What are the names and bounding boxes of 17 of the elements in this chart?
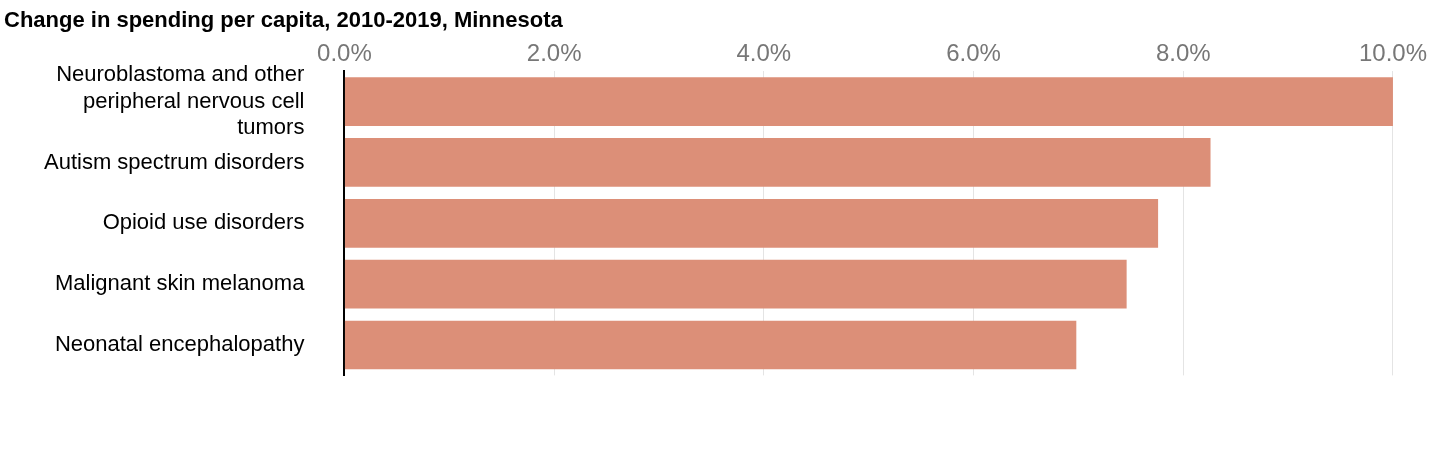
- chart-title: Change in spending per capita, 2010-2019, Minnesota: [4, 7, 564, 33]
- x-tick-label: 8.0%: [1155, 39, 1211, 67]
- bar: [344, 259, 1127, 309]
- y-tick-label: Malignant skin melanoma: [54, 270, 306, 296]
- x-tick-label: 2.0%: [526, 39, 582, 67]
- bar: [344, 320, 1077, 370]
- y-tick-label: Neuroblastoma and other peripheral nervous cell tumors: [56, 61, 305, 140]
- y-tick-label: Opioid use disorders: [102, 209, 305, 235]
- x-tick-label: 6.0%: [946, 39, 1001, 67]
- x-tick-label: 10.0%: [1358, 39, 1428, 67]
- bar: [344, 77, 1393, 126]
- y-tick-label: Neonatal encephalopathy: [54, 331, 305, 357]
- x-tick-label: 4.0%: [736, 39, 792, 67]
- y-tick-label: Autism spectrum disorders: [43, 148, 305, 174]
- bar: [344, 198, 1159, 248]
- bar: [344, 138, 1211, 187]
- x-tick-label: 0.0%: [317, 39, 372, 67]
